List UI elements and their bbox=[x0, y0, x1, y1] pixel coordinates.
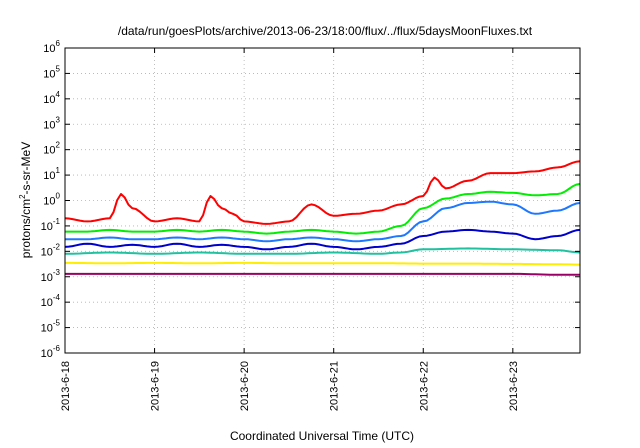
y-tick-base: 10 bbox=[41, 348, 53, 360]
series-line-5 bbox=[65, 247, 581, 255]
series-line-4 bbox=[64, 228, 581, 251]
y-tick-exponent: -6 bbox=[53, 344, 61, 353]
y-tick-exponent: 1 bbox=[56, 166, 61, 175]
y-tick-base: 10 bbox=[41, 323, 53, 335]
y-tick-exponent: -2 bbox=[53, 242, 61, 251]
y-tick-exponent: 4 bbox=[56, 90, 61, 99]
y-tick-label: 10-4 bbox=[41, 293, 61, 309]
y-tick-label: 105 bbox=[43, 64, 60, 80]
series-line-2 bbox=[65, 182, 581, 235]
y-tick-base: 10 bbox=[41, 221, 53, 233]
series-line-7 bbox=[65, 272, 580, 276]
y-tick-label: 10-3 bbox=[41, 268, 61, 284]
series-group bbox=[64, 160, 581, 276]
x-tick-label: 2013-6-21 bbox=[329, 361, 341, 411]
y-tick-base: 10 bbox=[43, 145, 55, 157]
x-tick-label: 2013-6-20 bbox=[239, 361, 251, 411]
y-tick-exponent: 2 bbox=[56, 141, 61, 150]
y-tick-base: 10 bbox=[43, 170, 55, 182]
y-axis: 10610510410310210110010-110-210-310-410-… bbox=[41, 39, 580, 360]
y-axis-label: protons/cm2-s-sr-MeV bbox=[18, 142, 33, 258]
y-tick-label: 104 bbox=[43, 90, 60, 106]
x-tick-label: 2013-6-18 bbox=[60, 361, 72, 411]
y-tick-exponent: -5 bbox=[53, 319, 61, 328]
y-axis-label-sup: 2 bbox=[18, 194, 27, 199]
y-tick-exponent: 0 bbox=[56, 192, 61, 201]
y-tick-base: 10 bbox=[41, 297, 53, 309]
y-tick-base: 10 bbox=[43, 119, 55, 131]
y-tick-label: 103 bbox=[43, 115, 60, 131]
y-tick-base: 10 bbox=[43, 196, 55, 208]
y-tick-label: 102 bbox=[43, 141, 60, 157]
y-tick-label: 10-5 bbox=[41, 319, 61, 335]
y-tick-base: 10 bbox=[43, 43, 55, 55]
y-tick-label: 101 bbox=[43, 166, 60, 182]
x-axis: 2013-6-18 2013-6-19 2013-6-20 2013-6-21 2013… bbox=[60, 48, 520, 411]
y-tick-label: 106 bbox=[43, 39, 60, 55]
series-line-3 bbox=[65, 200, 581, 243]
y-tick-exponent: 5 bbox=[56, 64, 61, 73]
x-tick-label: 2013-6-19 bbox=[150, 361, 162, 411]
y-tick-label: 10-6 bbox=[41, 344, 61, 360]
chart-title: /data/run/goesPlots/archive/2013-06-23/1… bbox=[118, 24, 533, 38]
y-tick-base: 10 bbox=[43, 94, 55, 106]
y-tick-base: 10 bbox=[41, 272, 53, 284]
y-tick-label: 100 bbox=[43, 192, 60, 208]
x-tick-label: 2013-6-23 bbox=[508, 361, 520, 411]
series-line-1 bbox=[64, 160, 581, 225]
y-tick-label: 10-1 bbox=[41, 217, 61, 233]
y-tick-exponent: -4 bbox=[53, 293, 61, 302]
plot-frame bbox=[64, 47, 581, 354]
y-axis-label-suffix: -s-sr-MeV bbox=[19, 142, 33, 195]
series-line-6 bbox=[65, 261, 580, 266]
x-tick-label: 2013-6-22 bbox=[418, 361, 430, 411]
y-tick-exponent: 3 bbox=[56, 115, 61, 124]
y-tick-exponent: 6 bbox=[56, 39, 61, 48]
y-tick-exponent: -1 bbox=[53, 217, 61, 226]
y-tick-base: 10 bbox=[43, 68, 55, 80]
y-tick-label: 10-2 bbox=[41, 242, 61, 258]
y-tick-exponent: -3 bbox=[53, 268, 61, 277]
y-axis-label-prefix: protons/cm bbox=[19, 199, 33, 258]
grid bbox=[65, 48, 580, 353]
x-axis-label: Coordinated Universal Time (UTC) bbox=[230, 429, 414, 443]
y-tick-base: 10 bbox=[41, 246, 53, 258]
